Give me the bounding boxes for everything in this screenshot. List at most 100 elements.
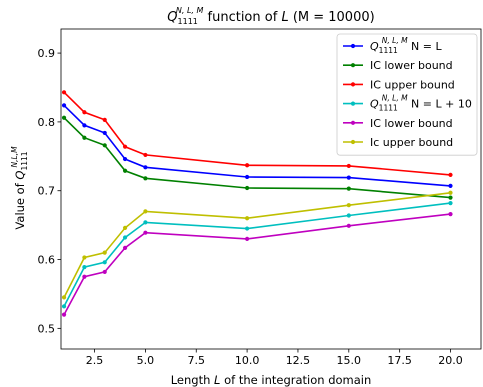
x-tick-label: 17.5 bbox=[387, 354, 412, 367]
data-point bbox=[102, 269, 107, 275]
data-point bbox=[61, 304, 67, 309]
legend-label: IC lower bound bbox=[370, 117, 453, 130]
data-point bbox=[102, 250, 107, 255]
data-point bbox=[61, 103, 67, 108]
data-point bbox=[122, 168, 128, 173]
legend-frame bbox=[336, 33, 478, 156]
y-tick-label: 0.9 bbox=[38, 47, 56, 60]
y-tick-label: 0.8 bbox=[38, 116, 56, 129]
data-point bbox=[102, 130, 107, 136]
data-point bbox=[82, 274, 87, 279]
legend-label: Ic upper bound bbox=[370, 136, 453, 149]
legend-label: IC lower bound bbox=[370, 59, 453, 72]
data-point bbox=[346, 186, 351, 191]
data-point bbox=[61, 312, 67, 317]
y-tick-label: 0.5 bbox=[38, 322, 56, 335]
y-tick-label: 0.6 bbox=[38, 254, 56, 267]
series-group bbox=[61, 90, 453, 317]
chart-title: Q1111N, L, M function of L (M = 10000) bbox=[167, 6, 374, 26]
data-point bbox=[102, 143, 107, 148]
series-2 bbox=[61, 115, 453, 200]
data-point bbox=[245, 174, 250, 180]
plot-frame bbox=[60, 28, 482, 350]
x-tick-label: 12.5 bbox=[286, 354, 311, 367]
data-point bbox=[122, 144, 128, 149]
x-tick-label: 10.0 bbox=[235, 354, 260, 367]
data-point bbox=[122, 156, 128, 162]
legend-marker bbox=[350, 120, 356, 125]
data-point bbox=[82, 135, 87, 140]
data-point bbox=[346, 223, 351, 228]
data-point bbox=[245, 226, 250, 231]
series-line bbox=[63, 213, 451, 315]
data-point bbox=[143, 176, 148, 181]
series-1 bbox=[61, 103, 453, 189]
plot-area bbox=[60, 28, 482, 350]
data-point bbox=[61, 115, 67, 120]
data-point bbox=[82, 265, 87, 270]
data-point bbox=[448, 195, 453, 200]
data-point bbox=[143, 165, 148, 170]
x-axis: 2.5 5.0 7.5 10.0 12.5 15.0 17.5 20.0 bbox=[86, 349, 463, 367]
data-point bbox=[448, 172, 453, 177]
legend-marker bbox=[350, 82, 356, 87]
legend-item: IC upper bound bbox=[343, 78, 455, 91]
legend-label: IC upper bound bbox=[370, 78, 455, 91]
series-4 bbox=[61, 201, 453, 309]
legend-label: Q1111N, L, M N = L + 10 bbox=[370, 94, 472, 113]
legend-marker bbox=[350, 101, 356, 106]
data-point bbox=[143, 230, 148, 235]
data-point bbox=[82, 110, 87, 115]
series-line bbox=[63, 117, 451, 199]
legend-item: IC lower bound bbox=[343, 117, 453, 130]
x-tick-label: 20.0 bbox=[438, 354, 463, 367]
series-line bbox=[63, 202, 451, 307]
legend-item: Q1111N, L, M N = L bbox=[343, 36, 442, 55]
x-axis-label: Length L of the integration domain bbox=[171, 373, 372, 387]
x-tick-label: 7.5 bbox=[188, 354, 206, 367]
data-point bbox=[245, 163, 250, 168]
x-tick-label: 5.0 bbox=[137, 354, 155, 367]
data-point bbox=[61, 295, 67, 300]
data-point bbox=[346, 213, 351, 218]
y-axis: 0.5 0.6 0.7 0.8 0.9 bbox=[38, 47, 61, 335]
series-3 bbox=[61, 90, 453, 177]
data-point bbox=[448, 212, 453, 217]
data-point bbox=[448, 201, 453, 206]
data-point bbox=[102, 117, 107, 122]
data-point bbox=[346, 203, 351, 208]
series-line bbox=[63, 91, 451, 176]
data-point bbox=[143, 220, 148, 225]
data-point bbox=[448, 190, 453, 195]
series-6 bbox=[61, 190, 453, 300]
legend-label: Q1111N, L, M N = L bbox=[370, 36, 442, 55]
data-point bbox=[102, 260, 107, 265]
x-tick-label: 15.0 bbox=[337, 354, 362, 367]
data-point bbox=[245, 216, 250, 221]
data-point bbox=[122, 245, 128, 250]
data-point bbox=[245, 185, 250, 191]
legend: Q1111N, L, M N = L IC lower bound IC upper… bbox=[336, 33, 478, 156]
series-line bbox=[63, 192, 451, 298]
data-point bbox=[82, 123, 87, 128]
y-tick-label: 0.7 bbox=[38, 185, 56, 198]
data-point bbox=[448, 183, 453, 189]
data-point bbox=[245, 236, 250, 241]
series-line bbox=[63, 104, 451, 187]
data-point bbox=[143, 209, 148, 214]
legend-marker bbox=[350, 63, 356, 68]
legend-marker bbox=[350, 43, 356, 49]
legend-item: IC lower bound bbox=[343, 59, 453, 72]
data-point bbox=[346, 175, 351, 180]
data-point bbox=[143, 152, 148, 158]
legend-item: Ic upper bound bbox=[343, 136, 453, 149]
y-axis-label: Value of Q1111N,L,M bbox=[10, 146, 29, 230]
x-tick-label: 2.5 bbox=[86, 354, 104, 367]
data-point bbox=[346, 163, 351, 169]
data-point bbox=[122, 235, 128, 240]
data-point bbox=[82, 255, 87, 260]
data-point bbox=[61, 90, 67, 95]
data-point bbox=[122, 225, 128, 230]
legend-item: Q1111N, L, M N = L + 10 bbox=[343, 94, 472, 113]
